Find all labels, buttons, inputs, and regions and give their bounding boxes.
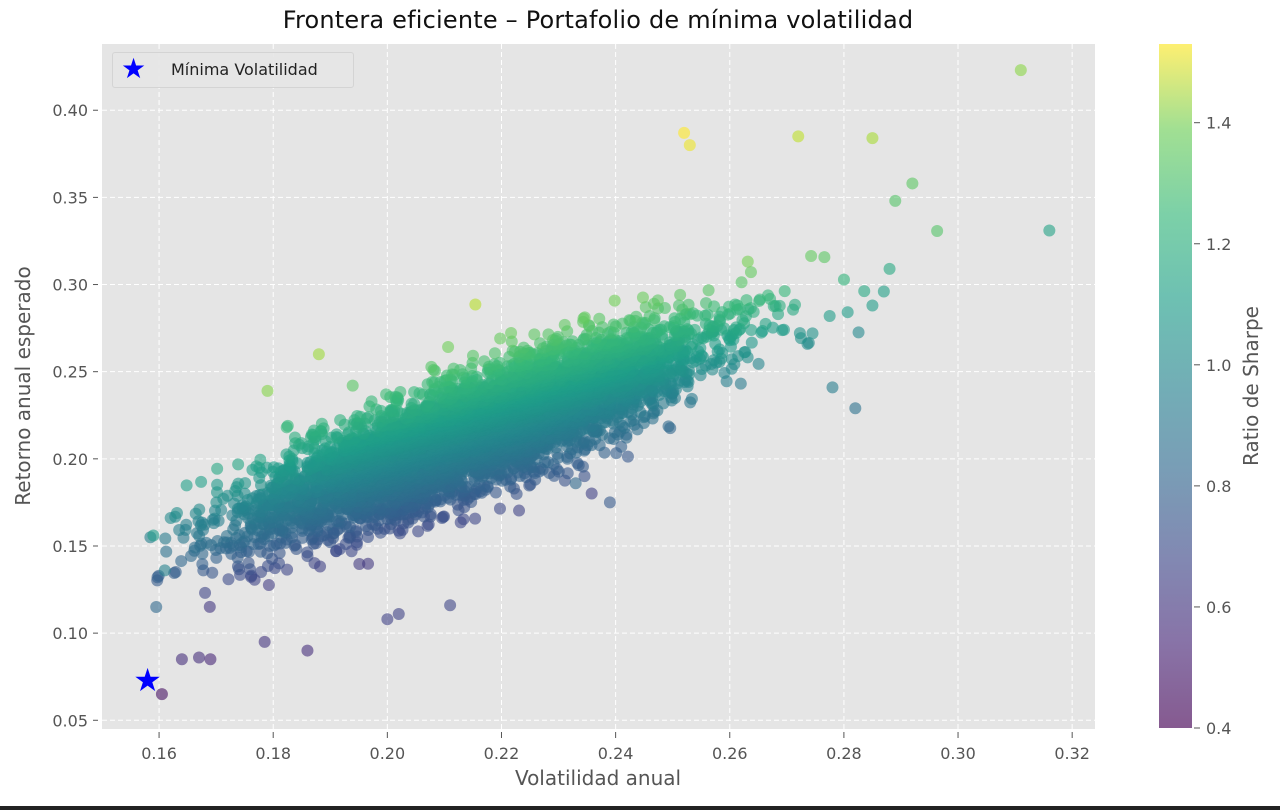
y-tick-label: 0.15 bbox=[52, 537, 88, 556]
x-tick-label: 0.26 bbox=[712, 744, 748, 763]
colorbar-label: Ratio de Sharpe bbox=[1239, 306, 1263, 466]
x-tick-label: 0.22 bbox=[484, 744, 520, 763]
y-axis-label: Retorno anual esperado bbox=[11, 266, 35, 505]
min-volatility-star-icon: ★ bbox=[133, 661, 162, 699]
colorbar-tick-label: 0.8 bbox=[1206, 477, 1231, 496]
y-tick-label: 0.40 bbox=[52, 101, 88, 120]
axes: 0.16 0.18 0.20 0.22 0.24 0.26 0.28 0.30 0.32 0.05… bbox=[52, 101, 1090, 763]
colorbar-tick-label: 1.0 bbox=[1206, 356, 1231, 375]
y-tick-label: 0.30 bbox=[52, 276, 88, 295]
colorbar: 0.4 0.6 0.8 1.0 1.2 1.4 bbox=[1159, 44, 1231, 738]
x-tick-label: 0.16 bbox=[141, 744, 177, 763]
x-tick-label: 0.18 bbox=[255, 744, 291, 763]
y-tick-label: 0.05 bbox=[52, 711, 88, 730]
x-tick-label: 0.30 bbox=[940, 744, 976, 763]
y-tick-label: 0.35 bbox=[52, 188, 88, 207]
x-tick-label: 0.24 bbox=[598, 744, 634, 763]
star-icon: ★ bbox=[121, 52, 147, 85]
colorbar-tick-label: 0.6 bbox=[1206, 598, 1231, 617]
window-bottom-border bbox=[0, 806, 1280, 810]
y-tick-label: 0.10 bbox=[52, 624, 88, 643]
scatter-points: ★ bbox=[133, 64, 1056, 701]
x-tick-label: 0.32 bbox=[1054, 744, 1090, 763]
legend: ★ Mínima Volatilidad bbox=[112, 52, 354, 88]
y-tick-label: 0.25 bbox=[52, 363, 88, 382]
x-tick-label: 0.28 bbox=[826, 744, 862, 763]
y-tick-label: 0.20 bbox=[52, 450, 88, 469]
x-axis-label: Volatilidad anual bbox=[515, 766, 681, 790]
x-tick-label: 0.20 bbox=[370, 744, 406, 763]
colorbar-tick-label: 1.4 bbox=[1206, 114, 1231, 133]
colorbar-tick-label: 1.2 bbox=[1206, 235, 1231, 254]
colorbar-tick-label: 0.4 bbox=[1206, 719, 1231, 738]
chart-title: Frontera eficiente – Portafolio de mínim… bbox=[282, 6, 914, 34]
legend-label: Mínima Volatilidad bbox=[171, 60, 318, 79]
